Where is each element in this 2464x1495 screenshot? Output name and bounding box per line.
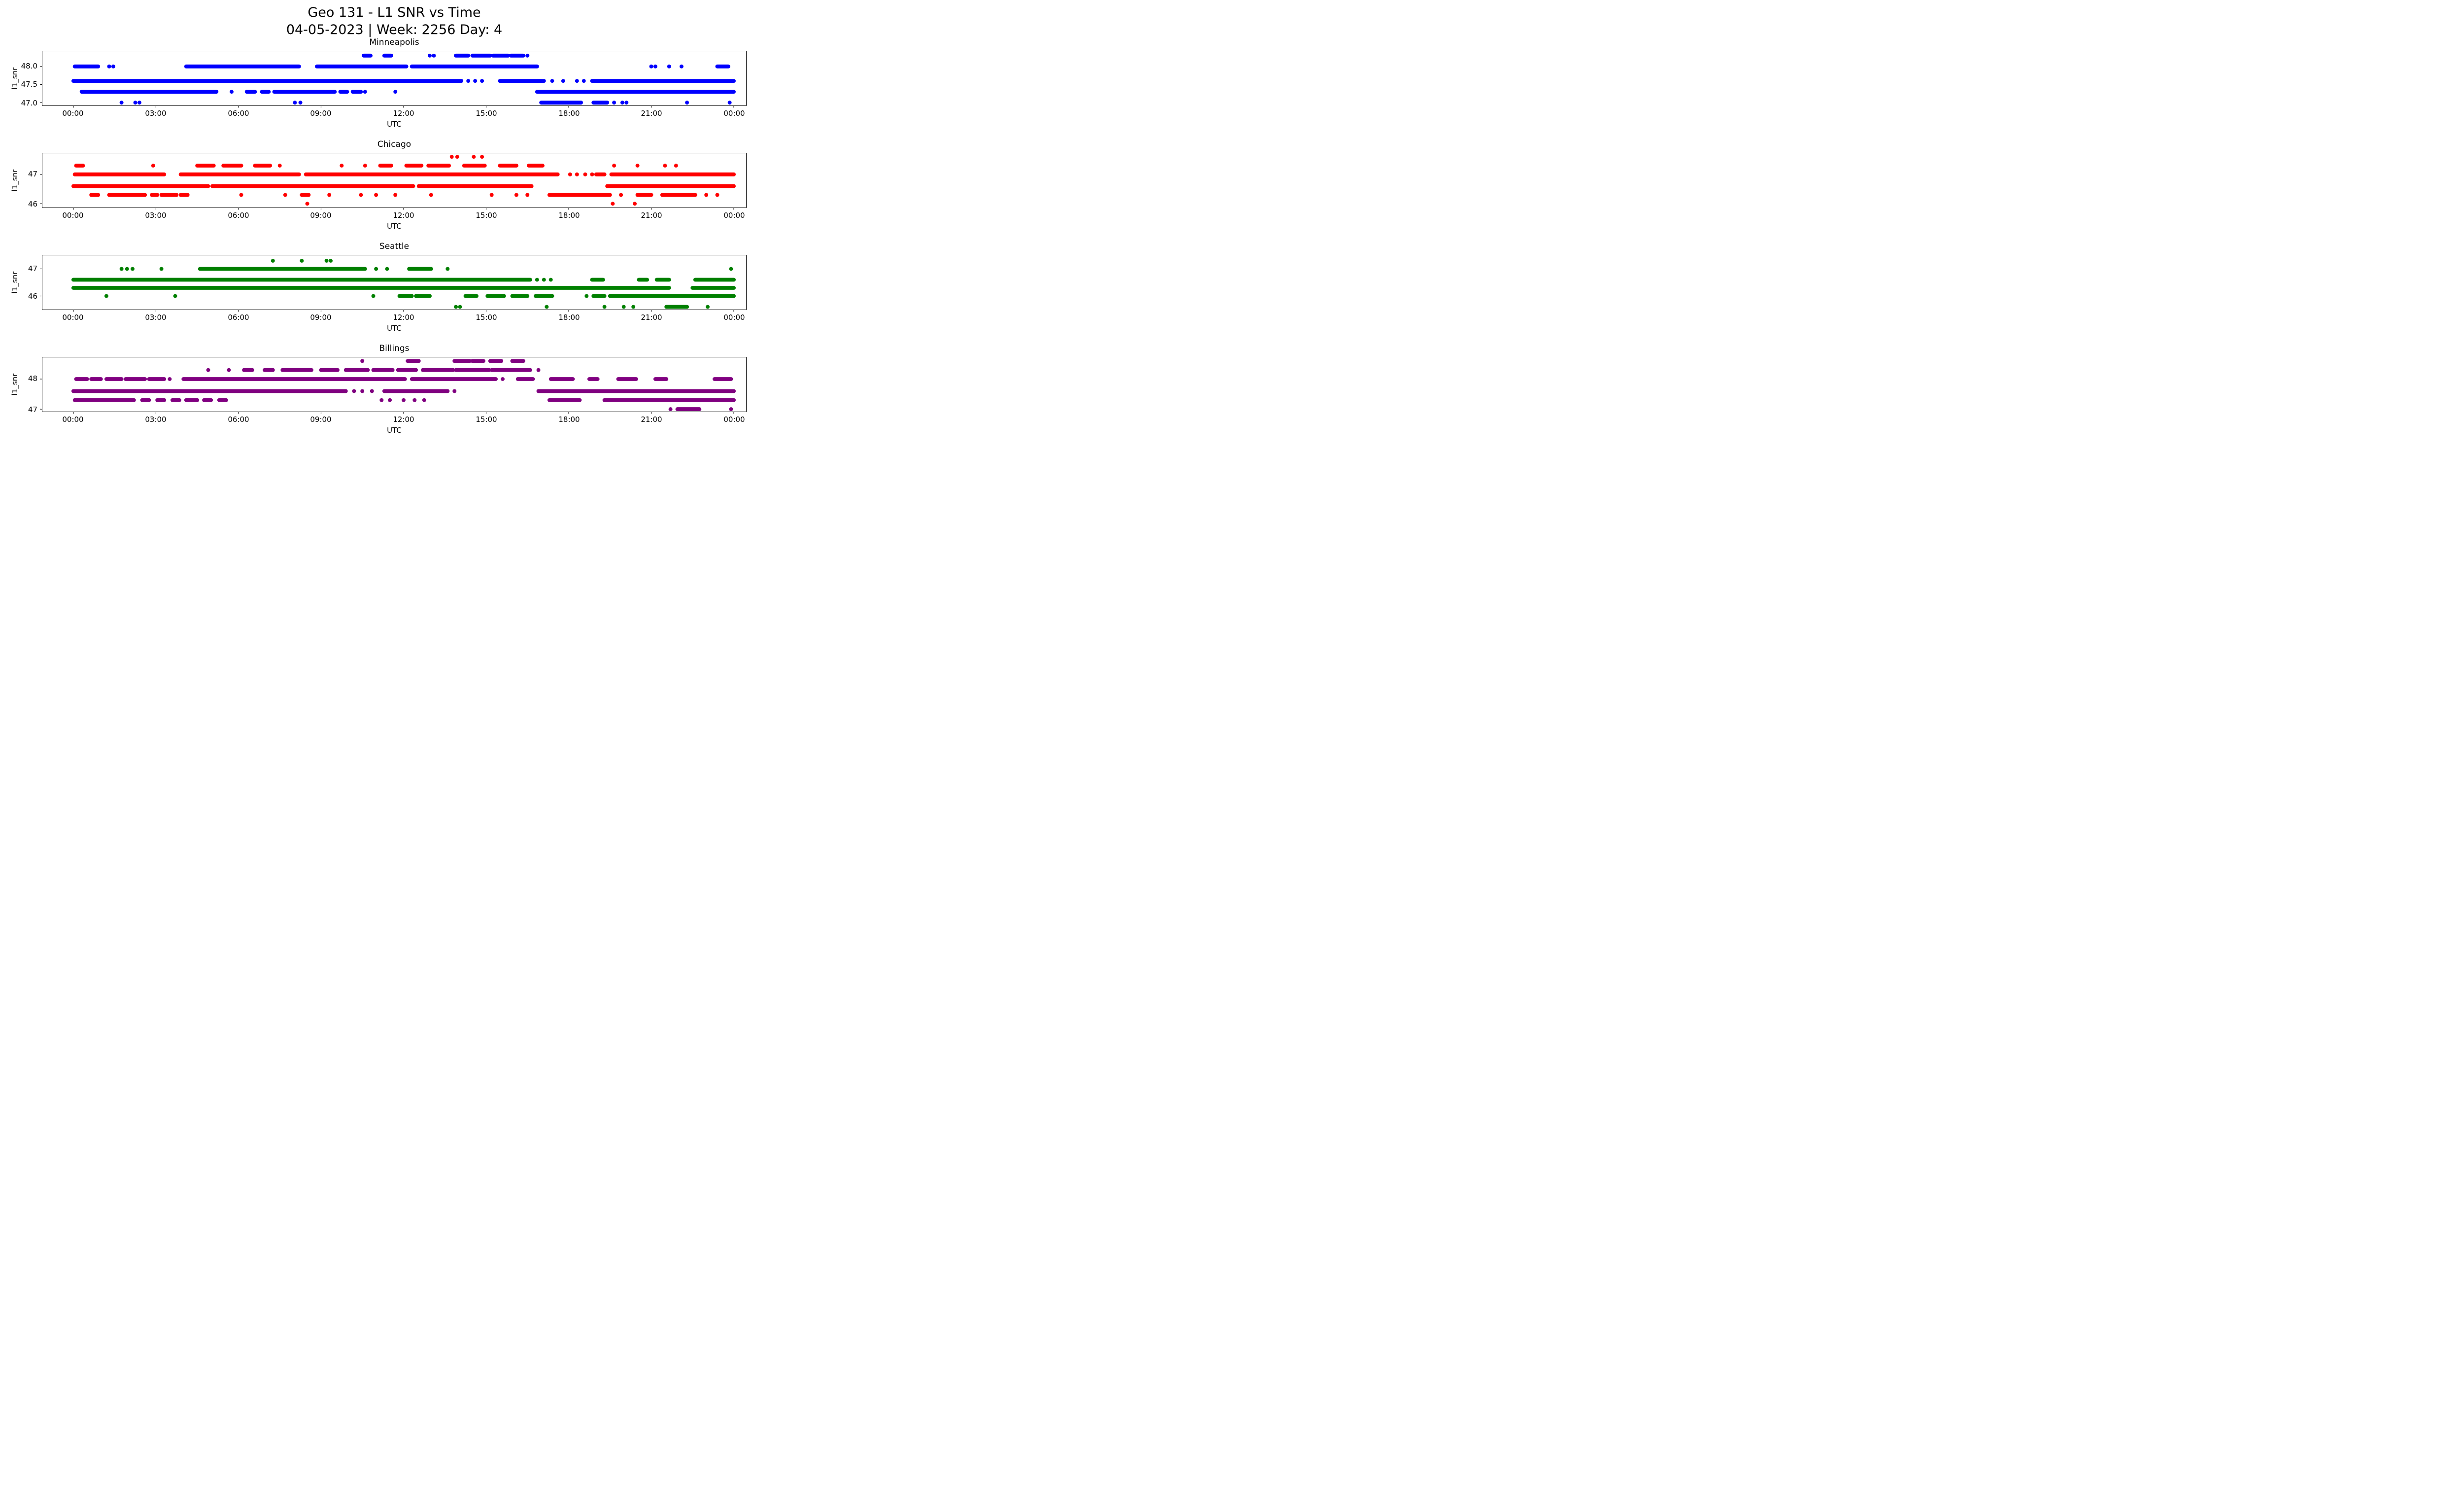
subplot-title: Chicago: [377, 139, 411, 149]
x-tick-label: 03:00: [145, 415, 167, 424]
x-tick-label: 00:00: [723, 313, 745, 322]
x-tick-label: 15:00: [476, 211, 497, 220]
y-tick-label: 47: [28, 170, 37, 178]
x-tick-label: 12:00: [393, 211, 414, 220]
x-tick-label: 06:00: [228, 415, 249, 424]
x-tick-label: 12:00: [393, 415, 414, 424]
subplot-billings: Billings l1_snr 48 47 00:00 03:00 06:00 …: [0, 344, 759, 436]
x-tick-label: 00:00: [723, 109, 745, 118]
x-tick-label: 18:00: [558, 109, 580, 118]
x-tick-label: 21:00: [641, 313, 662, 322]
x-tick-label: 06:00: [228, 313, 249, 322]
scatter-canvas: [40, 359, 736, 414]
figure-title-line2: 04-05-2023 | Week: 2256 Day: 4: [286, 22, 503, 37]
x-tick-label: 00:00: [62, 313, 84, 322]
subplot-minneapolis: Minneapolis l1_snr 48.0 47.5 47.0 00:00 …: [0, 37, 759, 136]
y-tick-label: 47: [28, 264, 37, 273]
figure-title: Geo 131 - L1 SNR vs Time 04-05-2023 | We…: [42, 4, 747, 38]
x-tick-label: 00:00: [723, 211, 745, 220]
y-tick-label: 47.0: [21, 99, 37, 107]
x-tick-label: 09:00: [310, 415, 332, 424]
x-tick-label: 00:00: [62, 415, 84, 424]
x-tick-label: 15:00: [476, 313, 497, 322]
subplot-chicago: Chicago l1_snr 47 46 00:00 03:00 06:00 0…: [0, 139, 759, 238]
figure-title-line1: Geo 131 - L1 SNR vs Time: [308, 5, 481, 20]
x-tick-label: 00:00: [62, 211, 84, 220]
y-tick-label: 47.5: [21, 80, 37, 89]
subplot-title: Seattle: [379, 242, 410, 251]
y-tick-label: 46: [28, 200, 37, 209]
subplot-title: Billings: [379, 344, 410, 353]
x-tick-label: 21:00: [641, 415, 662, 424]
x-tick-label: 03:00: [145, 313, 167, 322]
x-tick-label: 18:00: [558, 313, 580, 322]
y-tick-label: 48: [28, 374, 37, 383]
subplot-seattle: Seattle l1_snr 47 46 00:00 03:00 06:00 0…: [0, 242, 759, 340]
x-tick-label: 00:00: [723, 415, 745, 424]
scatter-canvas: [40, 155, 736, 210]
x-tick-label: 15:00: [476, 109, 497, 118]
x-tick-label: 18:00: [558, 211, 580, 220]
x-axis-label: UTC: [387, 222, 402, 231]
x-tick-label: 12:00: [393, 313, 414, 322]
x-tick-label: 21:00: [641, 211, 662, 220]
plot-area: [40, 255, 747, 312]
y-tick-label: 47: [28, 405, 37, 414]
x-axis-label: UTC: [387, 426, 402, 435]
x-tick-label: 09:00: [310, 109, 332, 118]
x-tick-label: 21:00: [641, 109, 662, 118]
x-tick-label: 06:00: [228, 109, 249, 118]
x-tick-label: 09:00: [310, 313, 332, 322]
x-axis-label: UTC: [387, 324, 402, 333]
x-axis-label: UTC: [387, 120, 402, 129]
x-tick-label: 03:00: [145, 211, 167, 220]
y-tick-label: 46: [28, 292, 37, 301]
scatter-canvas: [40, 259, 736, 312]
y-axis-label: l1_snr: [10, 271, 19, 294]
x-tick-label: 15:00: [476, 415, 497, 424]
subplot-title: Minneapolis: [369, 37, 419, 47]
x-tick-label: 06:00: [228, 211, 249, 220]
y-tick-label: 48.0: [21, 62, 37, 70]
x-tick-label: 18:00: [558, 415, 580, 424]
x-tick-label: 09:00: [310, 211, 332, 220]
scatter-canvas: [40, 53, 736, 108]
plot-area: [40, 153, 747, 210]
plot-area: [40, 357, 747, 414]
plot-area: [40, 51, 747, 108]
x-tick-label: 00:00: [62, 109, 84, 118]
figure: Geo 131 - L1 SNR vs Time 04-05-2023 | We…: [0, 0, 759, 436]
x-tick-label: 12:00: [393, 109, 414, 118]
x-tick-label: 03:00: [145, 109, 167, 118]
